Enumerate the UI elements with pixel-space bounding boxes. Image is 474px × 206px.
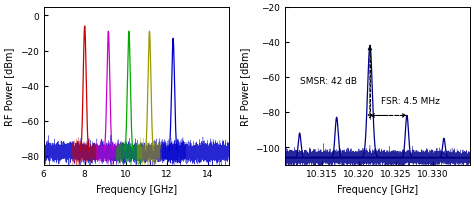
- Text: SMSR: 42 dB: SMSR: 42 dB: [300, 76, 356, 85]
- Y-axis label: RF Power [dBm]: RF Power [dBm]: [4, 47, 14, 125]
- Y-axis label: RF Power [dBm]: RF Power [dBm]: [240, 47, 250, 125]
- X-axis label: Frequency [GHz]: Frequency [GHz]: [96, 184, 177, 194]
- Text: FSR: 4.5 MHz: FSR: 4.5 MHz: [381, 96, 440, 105]
- X-axis label: Frequency [GHz]: Frequency [GHz]: [337, 184, 418, 194]
